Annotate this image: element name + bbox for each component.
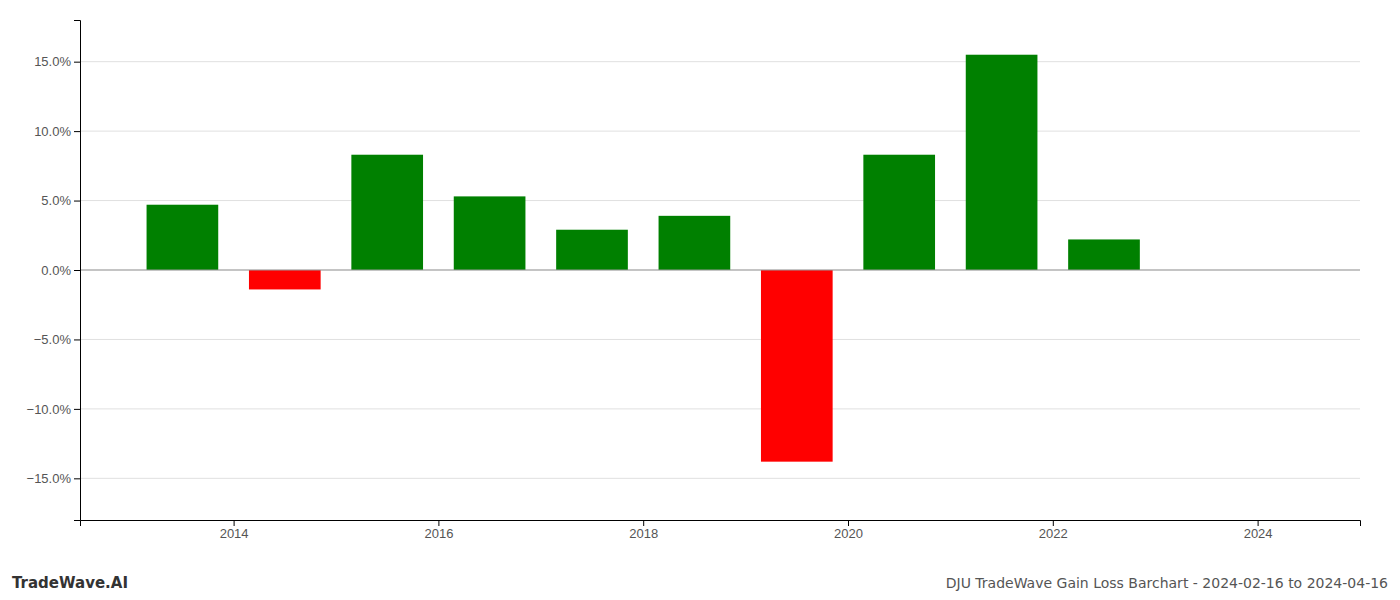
y-tick-label: 10.0% (34, 124, 71, 139)
y-axis-line (74, 21, 81, 521)
x-tick-mark (1258, 520, 1259, 526)
chart-svg: −15.0%−10.0%−5.0%0.0%5.0%10.0%15.0%20142… (0, 0, 1400, 600)
y-tick-label: 15.0% (34, 54, 71, 69)
y-tick-mark (74, 478, 80, 479)
zero-line (80, 270, 1360, 271)
bar (1068, 239, 1140, 270)
y-tick-label: −15.0% (27, 471, 72, 486)
x-tick-label: 2016 (424, 526, 453, 541)
y-tick: 10.0% (34, 124, 80, 139)
x-axis: 2014 2016 2018 2020 2022 2024 (81, 520, 1361, 541)
y-tick-label: 0.0% (41, 263, 71, 278)
y-axis: −15.0% −10.0% −5.0% 0.0% 5.0% 10.0% 15.0% (27, 21, 81, 521)
y-tick-mark (74, 201, 80, 202)
title: DJU TradeWave Gain Loss Barchart - 2024-… (946, 575, 1388, 591)
y-tick-label: −10.0% (27, 402, 72, 417)
x-tick: 2016 (424, 520, 453, 541)
grid-line (80, 61, 1360, 62)
x-tick-label: 2020 (834, 526, 863, 541)
plot-area: −15.0%−10.0%−5.0%0.0%5.0%10.0%15.0%20142… (27, 21, 1361, 542)
x-tick-mark (234, 520, 235, 526)
x-tick-mark (643, 520, 644, 526)
bar (556, 230, 628, 270)
bar (966, 55, 1038, 270)
grid-line (80, 478, 1360, 479)
grid-line (80, 200, 1360, 201)
y-tick-label: −5.0% (34, 332, 72, 347)
bars (147, 55, 1140, 462)
y-tick-label: 5.0% (41, 193, 71, 208)
bar (659, 216, 731, 270)
watermark: TradeWave.AI (12, 574, 128, 592)
y-tick-mark (74, 131, 80, 132)
y-tick-mark (74, 62, 80, 63)
grid-line (80, 339, 1360, 340)
bar (454, 196, 526, 270)
grid-line (80, 270, 1360, 271)
x-tick: 2024 (1244, 520, 1273, 541)
bar (249, 270, 321, 289)
chart-container: −15.0%−10.0%−5.0%0.0%5.0%10.0%15.0%20142… (0, 0, 1400, 600)
bar (147, 205, 219, 270)
y-tick-mark (74, 339, 80, 340)
grid-line (80, 131, 1360, 132)
bar (761, 270, 833, 462)
y-tick: −10.0% (27, 402, 80, 417)
x-tick-label: 2018 (629, 526, 658, 541)
bar (351, 155, 423, 270)
bar (863, 155, 935, 270)
x-tick-mark (1053, 520, 1054, 526)
y-tick-mark (74, 409, 80, 410)
y-tick-mark (74, 270, 80, 271)
x-tick: 2020 (834, 520, 863, 541)
y-tick: −15.0% (27, 471, 80, 486)
grid-line (80, 408, 1360, 409)
x-tick: 2014 (220, 520, 249, 541)
x-tick: 2018 (629, 520, 658, 541)
grid (80, 62, 1360, 479)
x-tick-mark (848, 520, 849, 526)
y-tick: −5.0% (34, 332, 80, 347)
x-tick-label: 2024 (1244, 526, 1273, 541)
y-tick: 0.0% (41, 263, 80, 278)
y-tick: 15.0% (34, 54, 80, 69)
x-tick: 2022 (1039, 520, 1068, 541)
y-tick: 5.0% (41, 193, 80, 208)
x-axis-line (81, 521, 1361, 527)
x-tick-label: 2014 (220, 526, 249, 541)
x-tick-mark (438, 520, 439, 526)
x-tick-label: 2022 (1039, 526, 1068, 541)
